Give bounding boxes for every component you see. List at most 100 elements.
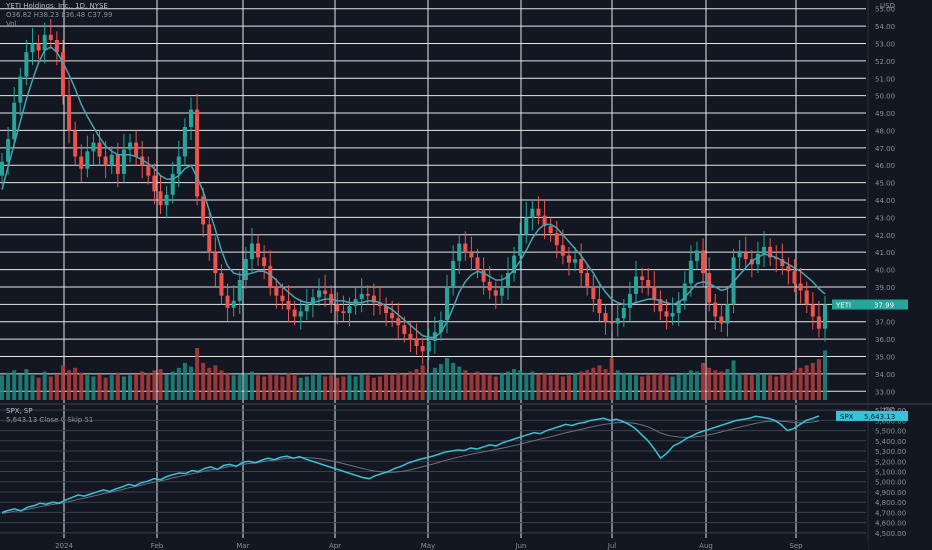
volume-bar xyxy=(42,371,47,400)
candle-body xyxy=(60,52,65,96)
volume-bar xyxy=(353,376,358,400)
volume-bar xyxy=(170,371,175,400)
candle-body xyxy=(774,257,779,260)
volume-bar xyxy=(560,376,565,400)
volume-bar xyxy=(457,366,462,400)
candle-body xyxy=(85,151,90,169)
candle-body xyxy=(542,215,547,227)
volume-bar xyxy=(719,371,724,400)
volume-bar xyxy=(469,372,474,400)
volume-bar xyxy=(280,376,285,400)
main-legend: YETI Holdings, Inc., 1D, NYSE O36.82 H38… xyxy=(6,2,112,29)
candle-body xyxy=(615,318,620,324)
spx-last-badge xyxy=(836,410,908,421)
candle-body xyxy=(512,255,517,274)
candle-body xyxy=(524,217,529,235)
volume-bar xyxy=(262,376,267,400)
candle-body xyxy=(6,139,11,162)
candle-body xyxy=(743,252,748,260)
volume-bar xyxy=(505,371,510,400)
candle-body xyxy=(317,290,322,298)
pane-separator[interactable] xyxy=(0,403,932,405)
candle-body xyxy=(390,313,395,319)
candle-body xyxy=(146,165,151,176)
candle-body xyxy=(566,255,571,263)
volume-bar xyxy=(121,376,126,400)
price-tick-label: 42.00 xyxy=(875,232,895,240)
volume-bar xyxy=(780,374,785,400)
volume-bar xyxy=(688,370,693,400)
volume-bar xyxy=(603,369,608,400)
candle-body xyxy=(682,283,687,301)
volume-bar xyxy=(329,375,334,400)
volume-bar xyxy=(414,369,419,400)
candle-body xyxy=(170,173,175,195)
volume-bar xyxy=(152,370,157,400)
candle-body xyxy=(493,290,498,296)
volume-bar xyxy=(762,374,767,400)
ma-line xyxy=(1,46,826,339)
volume-bar xyxy=(554,374,559,400)
volume-bar xyxy=(731,360,736,400)
candle-body xyxy=(310,297,315,305)
candle-body xyxy=(676,300,681,314)
volume-legend[interactable]: Vol xyxy=(6,20,17,28)
time-axis-bg xyxy=(0,540,868,550)
volume-bar xyxy=(225,372,230,400)
candle-body xyxy=(762,246,767,254)
candle-body xyxy=(286,300,291,310)
candle-body xyxy=(579,259,584,274)
time-tick-label: 2024 xyxy=(55,542,73,550)
volume-bar xyxy=(304,376,309,400)
volume-bar xyxy=(786,372,791,400)
volume-bar xyxy=(664,375,669,400)
comparison-symbol[interactable]: SPX, SP xyxy=(6,407,33,415)
candle-body xyxy=(54,40,59,53)
volume-bar xyxy=(30,375,35,400)
candle-body xyxy=(780,259,785,267)
volume-bar xyxy=(24,369,29,400)
volume-bar xyxy=(609,357,614,400)
spx-last-symbol: SPX xyxy=(840,413,854,421)
candle-body xyxy=(396,318,401,326)
price-tick-label: 34.00 xyxy=(875,371,895,379)
candle-body xyxy=(804,290,809,305)
candle-body xyxy=(371,295,376,303)
candle-body xyxy=(798,283,803,291)
price-tick-label: 35.00 xyxy=(875,354,895,362)
comparison-values: 5,643.13 Close 0 Skip 51 xyxy=(6,416,94,424)
volume-bar xyxy=(237,374,242,400)
volume-bar xyxy=(408,371,413,400)
volume-bar xyxy=(798,367,803,400)
price-tick-label: 33.00 xyxy=(875,388,895,396)
volume-bar xyxy=(48,376,53,400)
symbol-title[interactable]: YETI Holdings, Inc., 1D, NYSE xyxy=(6,2,108,10)
spx-tick-label: 5,100.00 xyxy=(875,469,906,477)
candle-body xyxy=(621,307,626,319)
candle-body xyxy=(256,243,261,258)
volume-bar xyxy=(134,374,139,400)
volume-bar xyxy=(487,375,492,400)
volume-bar xyxy=(109,375,114,400)
time-tick-label: Sep xyxy=(789,542,803,550)
candle-body xyxy=(384,306,389,314)
volume-bar xyxy=(463,370,468,400)
price-tick-label: 55.00 xyxy=(875,6,895,14)
volume-bar xyxy=(146,372,151,400)
candle-body xyxy=(249,243,254,260)
volume-bar xyxy=(451,362,456,400)
candle-body xyxy=(12,102,17,140)
candle-body xyxy=(481,269,486,282)
volume-bar xyxy=(207,367,212,400)
volume-bar xyxy=(115,372,120,400)
candle-body xyxy=(402,325,407,334)
volume-bar xyxy=(701,362,706,400)
candle-body xyxy=(609,321,614,324)
volume-bar xyxy=(652,374,657,400)
volume-bar xyxy=(749,375,754,400)
candle-body xyxy=(36,43,41,51)
candle-body xyxy=(603,313,608,322)
volume-bar xyxy=(249,371,254,400)
candle-body xyxy=(30,43,35,53)
